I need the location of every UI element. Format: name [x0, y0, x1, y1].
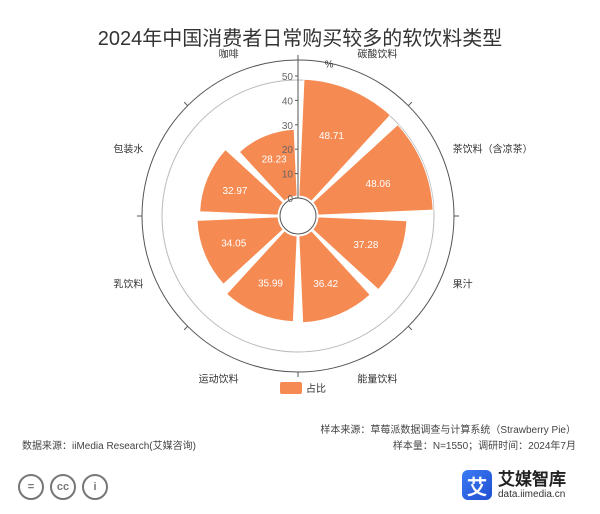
category-label-0: 碳酸饮料 [357, 47, 397, 60]
brand: 艾 艾媒智库 data.iimedia.cn [462, 470, 566, 500]
bar-0 [298, 78, 392, 202]
chart-title: 2024年中国消费者日常购买较多的软饮料类型 [97, 28, 503, 50]
inner-ring [279, 197, 317, 235]
category-label-4: 运动饮料 [199, 373, 239, 386]
category-label-7: 咖啡 [219, 48, 239, 60]
outer-tick-4 [183, 325, 189, 331]
radial-tick-label-30: 30 [282, 121, 294, 132]
data-source: 数据来源：iiMedia Research(艾媒咨询) [22, 441, 196, 452]
value-label-7: 28.23 [262, 154, 287, 165]
value-label-3: 36.42 [313, 279, 338, 290]
brand-name: 艾媒智库 [498, 469, 566, 489]
category-label-1: 茶饮料（含凉茶） [453, 143, 533, 156]
sample-size: 样本量：N=1550；调研时间：2024年7月 [392, 441, 576, 452]
outer-tick-0 [407, 101, 413, 107]
radial-tick-label-20: 20 [282, 145, 294, 156]
license-icons: = cc i [18, 474, 108, 500]
radial-axis-unit: % [325, 59, 334, 70]
value-label-0: 48.71 [319, 131, 344, 142]
outer-tick-2 [407, 325, 413, 331]
outer-tick-6 [183, 101, 189, 107]
bar-7 [238, 128, 298, 202]
brand-url: data.iimedia.cn [498, 488, 566, 500]
bar-5 [196, 216, 284, 285]
bar-3 [298, 230, 371, 324]
bar-4 [225, 230, 298, 323]
radial-tick-label-50: 50 [282, 72, 294, 83]
radial-tick-label-10: 10 [282, 170, 294, 181]
brand-logo-icon: 艾 [462, 470, 492, 500]
category-label-6: 包装水 [113, 143, 143, 156]
sample-source: 样本来源：草莓派数据调查与计算系统（Strawberry Pie） [320, 425, 576, 436]
value-label-1: 48.06 [366, 179, 391, 190]
creative-commons-icon: cc [50, 474, 76, 500]
legend-label: 占比 [306, 384, 326, 395]
bar-6 [199, 148, 284, 216]
bar-2 [312, 216, 408, 291]
legend[interactable]: 占比 [280, 380, 326, 395]
radial-tick-label-0: 0 [287, 194, 293, 205]
legend-swatch [280, 381, 302, 394]
value-label-6: 32.97 [222, 186, 247, 197]
category-label-2: 果汁 [453, 277, 473, 290]
value-label-4: 35.99 [258, 278, 283, 289]
value-label-2: 37.28 [353, 240, 378, 251]
category-label-3: 能量饮料 [357, 373, 397, 386]
value-label-5: 34.05 [221, 239, 246, 250]
no-derivatives-icon: = [18, 474, 44, 500]
radial-tick-label-40: 40 [282, 96, 294, 107]
category-label-5: 乳饮料 [113, 277, 143, 290]
attribution-icon: i [82, 474, 108, 500]
bar-1 [312, 123, 434, 216]
